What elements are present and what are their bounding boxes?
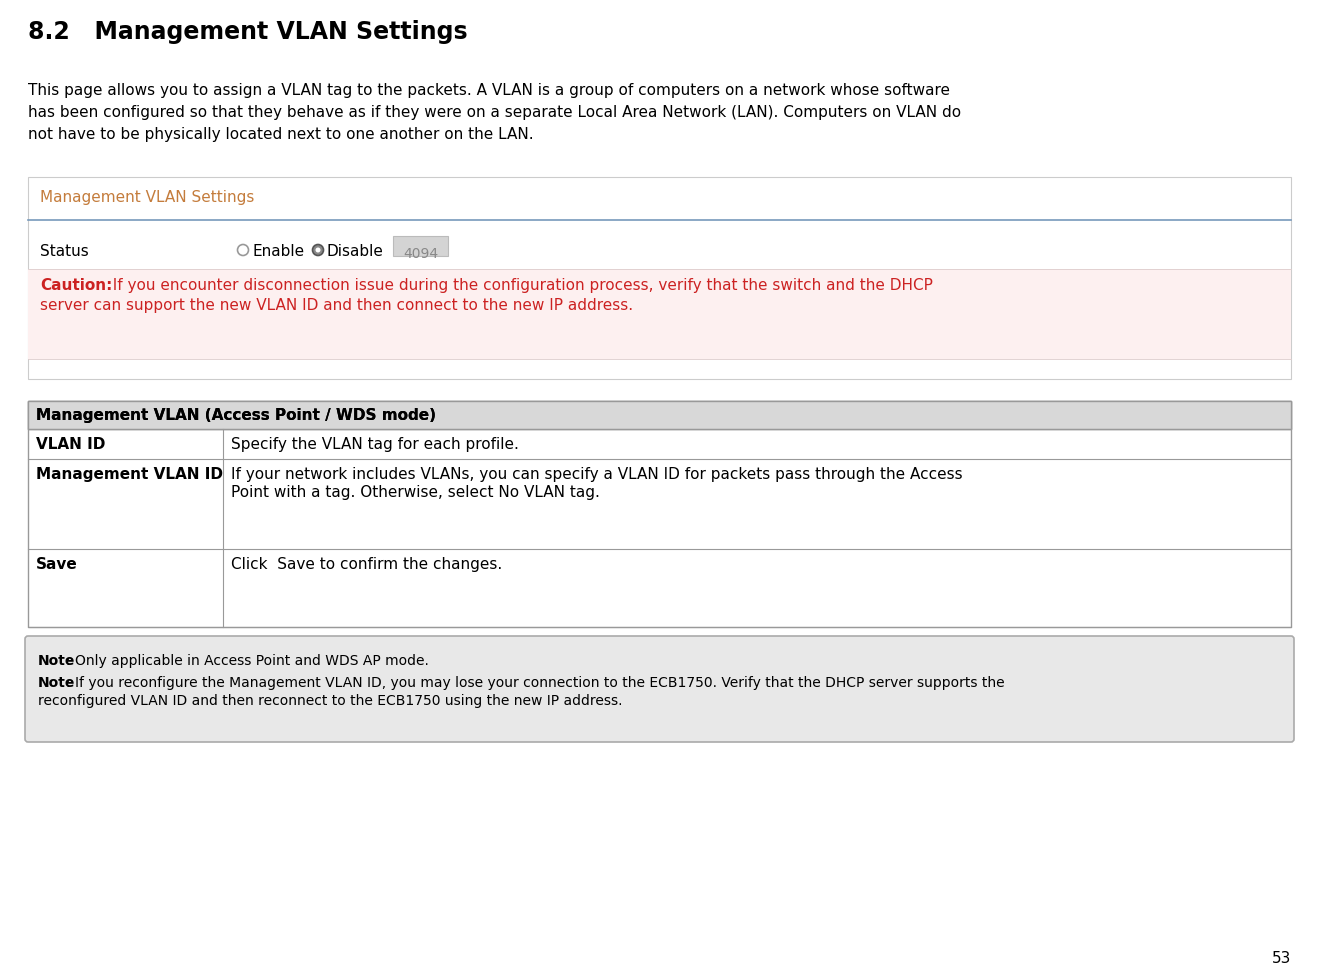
Bar [28, 402, 1291, 430]
Text: : Only applicable in Access Point and WDS AP mode.: : Only applicable in Access Point and WD… [66, 654, 429, 667]
Text: This page allows you to assign a VLAN tag to the packets. A VLAN is a group of c: This page allows you to assign a VLAN ta… [28, 83, 950, 98]
Text: Management VLAN (Access Point / WDS mode): Management VLAN (Access Point / WDS mode… [36, 407, 437, 423]
Text: Status: Status [40, 243, 88, 259]
Text: Save: Save [36, 557, 78, 572]
Bar [28, 402, 1291, 430]
Text: not have to be physically located next to one another on the LAN.: not have to be physically located next t… [28, 127, 534, 142]
Bar [393, 236, 448, 257]
Text: Point with a tag. Otherwise, select No VLAN tag.: Point with a tag. Otherwise, select No V… [231, 485, 600, 499]
Text: Management VLAN ID: Management VLAN ID [36, 467, 223, 482]
Text: has been configured so that they behave as if they were on a separate Local Area: has been configured so that they behave … [28, 105, 962, 120]
Circle shape [313, 245, 323, 256]
Text: Management VLAN (Access Point / WDS mode): Management VLAN (Access Point / WDS mode… [36, 407, 437, 423]
Text: : If you reconfigure the Management VLAN ID, you may lose your connection to the: : If you reconfigure the Management VLAN… [66, 675, 1005, 690]
Text: Note: Note [38, 675, 75, 690]
Text: Management VLAN Settings: Management VLAN Settings [40, 190, 255, 205]
Text: server can support the new VLAN ID and then connect to the new IP address.: server can support the new VLAN ID and t… [40, 298, 633, 313]
Circle shape [315, 248, 321, 253]
Bar [28, 402, 1291, 627]
Text: VLAN ID: VLAN ID [36, 437, 106, 451]
Text: Specify the VLAN tag for each profile.: Specify the VLAN tag for each profile. [231, 437, 518, 451]
Text: If you encounter disconnection issue during the configuration process, verify th: If you encounter disconnection issue dur… [103, 277, 933, 293]
Text: 53: 53 [1272, 950, 1291, 965]
Text: Disable: Disable [327, 243, 384, 259]
Text: 8.2   Management VLAN Settings: 8.2 Management VLAN Settings [28, 20, 468, 44]
Text: Enable: Enable [252, 243, 305, 259]
Text: 4094: 4094 [402, 247, 438, 261]
Text: reconfigured VLAN ID and then reconnect to the ECB1750 using the new IP address.: reconfigured VLAN ID and then reconnect … [38, 694, 623, 707]
FancyBboxPatch shape [25, 636, 1294, 743]
Bar [28, 178, 1291, 380]
Text: Click  Save to confirm the changes.: Click Save to confirm the changes. [231, 557, 503, 572]
Text: Note: Note [38, 654, 75, 667]
Text: Caution:: Caution: [40, 277, 112, 293]
Bar [28, 270, 1291, 360]
Text: If your network includes VLANs, you can specify a VLAN ID for packets pass throu: If your network includes VLANs, you can … [231, 467, 963, 482]
